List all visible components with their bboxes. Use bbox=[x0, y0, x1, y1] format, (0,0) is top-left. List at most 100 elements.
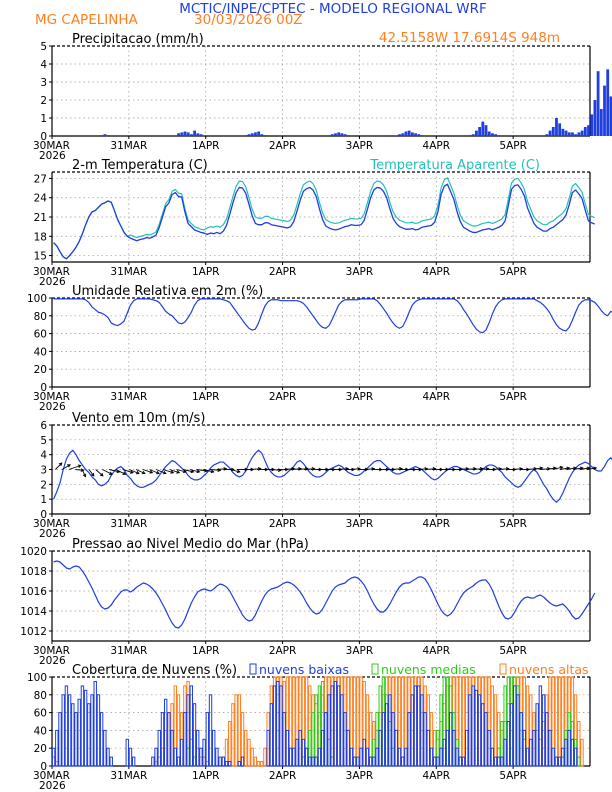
cloud-bar-nuvens-altas bbox=[554, 676, 559, 767]
panel-title: Umidade Relativa em 2m (%) bbox=[72, 284, 263, 299]
cloud-bar-nuvens-baixas bbox=[413, 685, 418, 767]
y-tick-label: 80 bbox=[34, 690, 47, 702]
x-tick-label: 1APR bbox=[192, 645, 220, 657]
x-tick-label: 31MAR bbox=[110, 518, 147, 530]
precip-bar bbox=[561, 128, 565, 136]
y-tick-label: 2 bbox=[40, 479, 47, 491]
cloud-bar-nuvens-altas bbox=[580, 738, 584, 767]
header-run: 30/03/2026 00Z bbox=[194, 12, 303, 28]
precip-bar bbox=[590, 114, 594, 136]
cloud-bar-nuvens-baixas bbox=[477, 694, 482, 767]
cloud-bar-nuvens-baixas bbox=[458, 756, 463, 767]
x-tick-label: 5APR bbox=[499, 391, 527, 403]
cloud-bar-nuvens-baixas bbox=[276, 680, 280, 767]
panel-wind: 0 1 2 3 4 5 6 30MAR 31MAR 1APR 2APR 3APR 4APR 5APR 202… bbox=[33, 411, 612, 540]
wind-vector bbox=[351, 468, 361, 470]
cloud-bar-nuvens-baixas bbox=[522, 729, 527, 767]
precip-bar bbox=[177, 133, 180, 136]
cloud-bar-nuvens-baixas bbox=[71, 703, 75, 767]
wind-vector-head bbox=[170, 470, 175, 474]
legend-swatch bbox=[371, 663, 379, 675]
panel-title: Cobertura de Nuvens (%) bbox=[72, 663, 237, 678]
precip-bar bbox=[545, 134, 549, 136]
cloud-bar-nuvens-baixas bbox=[359, 747, 363, 767]
panel-title: Pressao ao Nivel Medio do Mar (hPa) bbox=[72, 537, 309, 552]
x-tick-label: 30MAR bbox=[33, 645, 70, 657]
wind-vector-head bbox=[129, 470, 134, 474]
x-tick-label: 2APR bbox=[269, 391, 297, 403]
cloud-bar-nuvens-baixas bbox=[288, 747, 293, 767]
cloud-bar-nuvens-baixas bbox=[196, 729, 200, 767]
y-tick-label: 100 bbox=[27, 672, 47, 684]
cloud-bar-nuvens-baixas bbox=[67, 694, 72, 767]
precip-bar bbox=[564, 130, 568, 136]
cloud-bar-nuvens-baixas bbox=[298, 729, 302, 767]
cloud-bar-nuvens-baixas bbox=[525, 747, 530, 767]
cloud-bar-nuvens-baixas bbox=[548, 729, 552, 767]
cloud-bar-nuvens-baixas bbox=[96, 694, 101, 767]
cloud-bar-nuvens-baixas bbox=[221, 756, 226, 767]
x-tick-label: 30MAR bbox=[33, 518, 70, 530]
wind-vector bbox=[210, 469, 221, 471]
cloud-bar-nuvens-baixas bbox=[365, 747, 370, 767]
wind-vector bbox=[458, 468, 469, 470]
cloud-bar-nuvens-baixas bbox=[484, 712, 488, 767]
precip-bar bbox=[340, 133, 344, 136]
wind-vector-head bbox=[190, 469, 195, 474]
y-tick-label: 1 bbox=[40, 494, 47, 506]
y-tick-label: 3 bbox=[40, 77, 47, 89]
cloud-bar-nuvens-baixas bbox=[448, 712, 453, 767]
cloud-bar-nuvens-baixas bbox=[64, 685, 69, 767]
wind-vector-head bbox=[77, 464, 82, 469]
y-tick-label: 4 bbox=[40, 59, 47, 71]
cloud-bar-nuvens-baixas bbox=[570, 738, 575, 767]
panel-cloud-cover: 0 20 40 60 80 100 30MAR 31MAR 1APR 2APR 3APR 4APR 5A… bbox=[27, 662, 591, 792]
legend-swatch bbox=[499, 663, 507, 675]
cloud-bar-nuvens-baixas bbox=[519, 712, 523, 767]
cloud-bar-nuvens-baixas bbox=[432, 756, 437, 767]
cloud-bar-nuvens-baixas bbox=[554, 756, 559, 767]
cloud-bar-nuvens-baixas bbox=[561, 747, 565, 767]
cloud-bar-nuvens-baixas bbox=[269, 703, 274, 767]
wind-vector bbox=[492, 468, 502, 470]
x-tick-label: 2APR bbox=[269, 518, 297, 530]
precip-bar bbox=[551, 127, 555, 136]
cloud-bar-nuvens-altas bbox=[557, 676, 562, 767]
precip-bar bbox=[260, 134, 264, 136]
cloud-bar-nuvens-baixas bbox=[192, 703, 197, 767]
wind-vector bbox=[169, 469, 180, 474]
wind-vector bbox=[88, 469, 95, 477]
y-tick-label: 1016 bbox=[20, 586, 47, 598]
precip-bar bbox=[193, 130, 197, 136]
wind-vector bbox=[55, 462, 63, 470]
wind-vector bbox=[304, 468, 315, 470]
x-year-label: 2026 bbox=[39, 780, 66, 792]
cloud-bar-nuvens-baixas bbox=[538, 685, 543, 767]
precip-bar bbox=[327, 135, 331, 136]
rh-line bbox=[53, 298, 612, 334]
legend-swatch bbox=[249, 663, 257, 675]
cloud-bar-nuvens-baixas bbox=[285, 729, 290, 767]
y-tick-label: 60 bbox=[34, 708, 47, 720]
precip-bar bbox=[247, 134, 251, 136]
cloud-bar-nuvens-baixas bbox=[317, 747, 322, 767]
cloud-bar-nuvens-baixas bbox=[394, 729, 398, 767]
cloud-bar-nuvens-baixas bbox=[410, 694, 414, 767]
wind-vector bbox=[472, 468, 483, 470]
panel-title: 2-m Temperatura (C) bbox=[72, 158, 208, 173]
cloud-bar-nuvens-altas bbox=[228, 721, 232, 767]
wind-vector bbox=[297, 468, 308, 470]
wind-vector bbox=[115, 469, 126, 475]
cloud-bar-nuvens-baixas bbox=[311, 756, 315, 767]
cloud-bar-nuvens-medias bbox=[577, 756, 581, 767]
x-tick-label: 5APR bbox=[499, 266, 527, 278]
precip-bar bbox=[337, 132, 341, 136]
precip-bar bbox=[481, 121, 485, 136]
legend-label: nuvens baixas bbox=[259, 662, 349, 677]
header-location: MG CAPELINHA bbox=[35, 12, 138, 28]
wind-vector bbox=[546, 467, 556, 470]
wind-speed-line bbox=[53, 449, 612, 503]
cloud-bar-nuvens-baixas bbox=[330, 685, 334, 767]
cloud-bar-nuvens-altas bbox=[256, 761, 261, 767]
y-tick-label: 18 bbox=[34, 231, 47, 243]
